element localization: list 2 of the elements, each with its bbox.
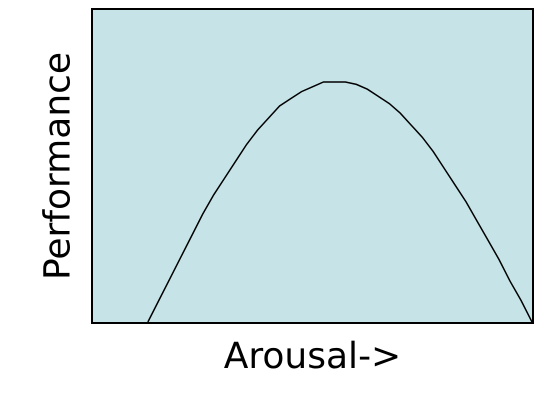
y-axis-title: Performance <box>37 52 78 280</box>
x-axis-title: Arousal-> <box>224 336 402 378</box>
